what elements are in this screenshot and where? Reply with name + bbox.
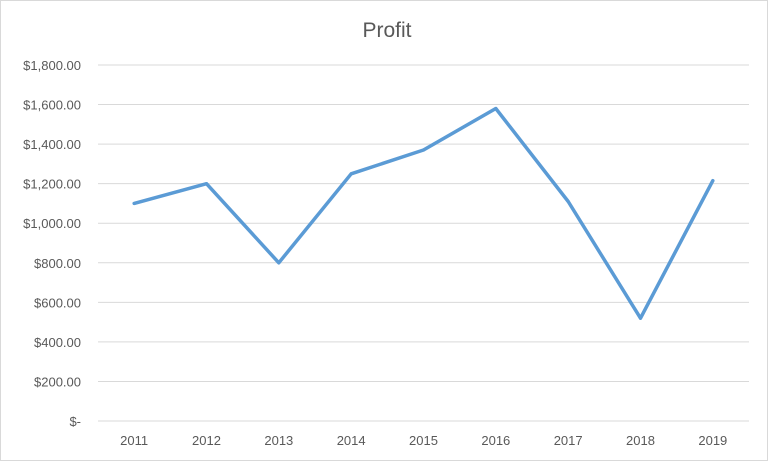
x-tick-label: 2016 — [481, 433, 510, 448]
y-tick-label: $1,800.00 — [23, 58, 81, 73]
x-tick-label: 2011 — [120, 433, 148, 448]
x-tick-label: 2017 — [554, 433, 583, 448]
x-tick-label: 2019 — [698, 433, 727, 448]
data-point — [711, 179, 715, 183]
data-point — [494, 107, 498, 111]
data-point — [205, 182, 208, 186]
data-point — [349, 172, 353, 176]
chart-title: Profit — [362, 19, 411, 42]
y-tick-label: $200.00 — [34, 374, 81, 389]
y-axis-tick-labels: $- $200.00 $400.00 $600.00 $800.00 $1,000.00 $… — [23, 58, 81, 429]
series-group — [132, 106, 715, 320]
y-tick-label: $1,600.00 — [23, 98, 81, 113]
y-tick-label: $1,400.00 — [23, 137, 81, 152]
x-axis-tick-labels: 2011 2012 2013 2014 2015 2016 2017 2018 2019 — [120, 433, 727, 448]
data-point — [277, 261, 281, 265]
y-tick-label: $1,200.00 — [23, 177, 81, 192]
x-tick-label: 2015 — [409, 433, 438, 448]
x-tick-label: 2012 — [192, 433, 221, 448]
y-tick-label: $1,000.00 — [23, 216, 81, 231]
y-tick-label: $- — [69, 414, 81, 429]
x-tick-label: 2018 — [626, 433, 655, 448]
data-point — [422, 148, 425, 152]
x-tick-label: 2014 — [337, 433, 366, 448]
y-tick-label: $400.00 — [34, 335, 81, 350]
y-tick-label: $800.00 — [34, 256, 81, 271]
y-tick-label: $600.00 — [34, 295, 81, 310]
data-point — [132, 201, 136, 205]
profit-series-line — [132, 106, 715, 320]
gridlines — [98, 64, 749, 422]
data-point — [566, 199, 570, 203]
x-tick-label: 2013 — [264, 433, 293, 448]
data-point — [639, 316, 642, 320]
